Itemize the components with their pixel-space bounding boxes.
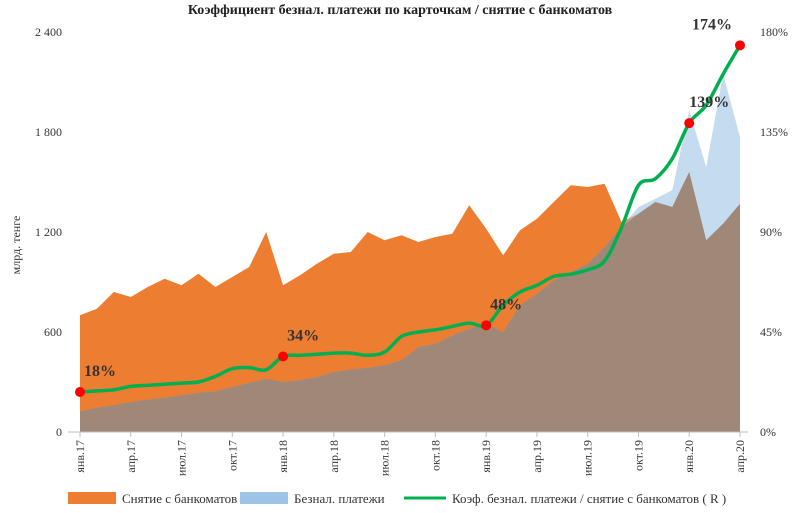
x-tick-label: янв.20	[682, 440, 696, 473]
legend-swatch-withdrawals	[68, 492, 116, 504]
ratio-line	[79, 44, 742, 394]
y-tick-label: 1 800	[35, 125, 62, 139]
x-tick-label: июл.17	[175, 440, 189, 476]
y-tick-label: 2 400	[35, 25, 62, 39]
annotation-label: 139%	[689, 94, 729, 111]
y2-tick-label: 45%	[760, 325, 782, 339]
x-tick-label: окт.17	[225, 440, 239, 471]
x-tick-label: янв.19	[479, 440, 493, 473]
annotation-label: 48%	[490, 296, 522, 313]
x-tick-label: апр.17	[124, 440, 138, 473]
marker-layer: 18% 34% 48% 139% 174%	[75, 16, 745, 397]
tick-layer: 0 600 1 200 1 800 2 400 0% 45% 90% 135% 180% янв.1…	[35, 25, 788, 476]
y-tick-label: 600	[44, 325, 62, 339]
area-overlap	[80, 172, 740, 432]
y-tick-label: 1 200	[35, 225, 62, 239]
ratio-line-layer	[79, 44, 742, 394]
x-tick-label: окт.19	[631, 440, 645, 471]
annotation-marker	[735, 40, 745, 51]
legend: Снятие с банкоматов Безнал. платежи Коэф…	[68, 491, 726, 506]
y2-tick-label: 0%	[760, 425, 776, 439]
annotation-marker	[75, 387, 85, 397]
y2-tick-label: 180%	[760, 25, 788, 39]
x-tick-label: апр.20	[733, 440, 747, 473]
y2-tick-label: 90%	[760, 225, 782, 239]
x-tick-label: июл.18	[378, 440, 392, 476]
x-tick-label: янв.18	[276, 440, 290, 473]
y2-tick-label: 135%	[760, 125, 788, 139]
annotation-marker	[278, 351, 289, 362]
legend-label-ratio: Коэф. безнал. платежи / снятие с банкома…	[452, 491, 726, 506]
y-axis-label: млрд. тенге	[9, 216, 23, 275]
legend-label-cashless: Безнал. платежи	[294, 491, 385, 506]
annotation-marker	[481, 320, 492, 331]
annotation-label: 18%	[84, 363, 116, 380]
x-tick-label: апр.19	[530, 440, 544, 473]
annotation-label: 174%	[692, 16, 732, 33]
x-tick-label: июл.19	[581, 440, 595, 476]
annotation-marker	[684, 118, 695, 129]
x-tick-label: янв.17	[73, 440, 87, 473]
chart-title: Коэффициент безнал. платежи по карточкам…	[188, 3, 613, 18]
area-layer	[80, 73, 740, 432]
x-tick-label: апр.18	[327, 440, 341, 473]
annotation-label: 34%	[287, 327, 319, 344]
legend-swatch-cashless	[240, 492, 288, 504]
y-tick-label: 0	[56, 425, 62, 439]
x-tick-label: окт.18	[428, 440, 442, 471]
legend-label-withdrawals: Снятие с банкоматов	[122, 491, 237, 506]
